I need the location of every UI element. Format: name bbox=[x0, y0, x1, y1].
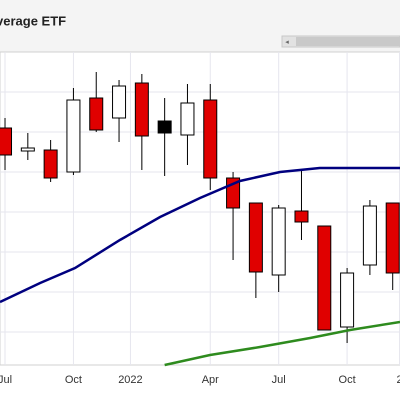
candle-body bbox=[66, 99, 81, 173]
plot-area bbox=[0, 51, 400, 366]
x-tick-label: 2 bbox=[396, 374, 400, 386]
candle-body bbox=[0, 127, 13, 156]
candle-body bbox=[89, 97, 104, 131]
chart-title: verage ETF bbox=[0, 13, 66, 28]
candle-body bbox=[362, 205, 377, 266]
candle-body bbox=[271, 207, 286, 276]
x-tick-label: Oct bbox=[65, 374, 82, 386]
plot: Jul Oct 2022 Apr Jul Oct 2 bbox=[0, 52, 400, 386]
moving-average-line bbox=[164, 320, 400, 367]
candle-body bbox=[134, 82, 149, 137]
candle-body bbox=[180, 102, 195, 136]
x-tick-label: Jul bbox=[272, 374, 286, 386]
candle-body bbox=[248, 202, 263, 273]
scrollbar-thumb[interactable] bbox=[296, 37, 400, 46]
scroll-arrow[interactable]: ◂ bbox=[285, 39, 289, 46]
candle-body bbox=[340, 272, 355, 328]
candle-body bbox=[157, 120, 172, 134]
candle-body bbox=[20, 147, 35, 152]
x-tick-label: Jul bbox=[0, 374, 12, 386]
candle-body bbox=[294, 210, 309, 223]
candle-body bbox=[43, 149, 58, 179]
x-tick-label: Apr bbox=[202, 374, 219, 386]
x-tick-label: 2022 bbox=[118, 374, 142, 386]
moving-average-line bbox=[0, 166, 400, 304]
candle-body bbox=[203, 99, 218, 179]
x-tick-label: Oct bbox=[339, 374, 356, 386]
candle-body bbox=[385, 202, 400, 274]
candle-body bbox=[317, 225, 332, 331]
candle-body bbox=[112, 85, 127, 119]
